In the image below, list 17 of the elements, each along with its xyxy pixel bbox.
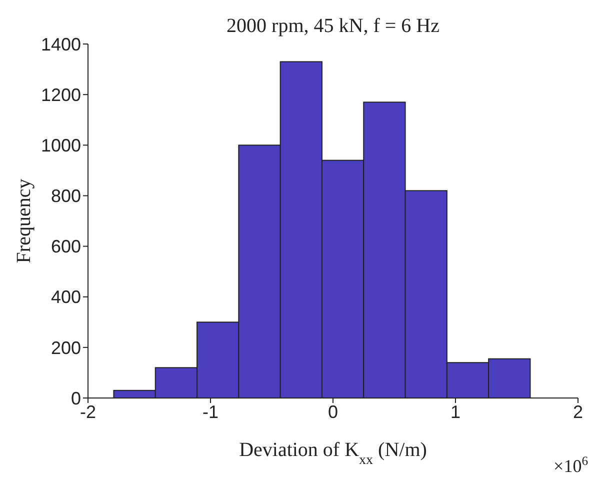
y-tick-label: 0 <box>70 388 81 408</box>
y-tick-label: 1200 <box>40 84 81 105</box>
y-tick-label: 600 <box>50 236 81 257</box>
chart-title: 2000 rpm, 45 kN, f = 6 Hz <box>226 15 440 37</box>
x-tick-label: 0 <box>328 402 338 422</box>
y-tick-label: 1000 <box>40 136 81 156</box>
x-tick-label: -1 <box>202 402 219 422</box>
x-tick-label: 2 <box>572 402 584 422</box>
y-tick-label: 200 <box>50 338 81 358</box>
y-tick-label: 1400 <box>40 34 81 54</box>
text: ×10$^{6}$ <box>554 454 588 476</box>
x-axis-title: Deviation of K$_{xx}$ (N/m) <box>239 439 427 468</box>
x-tick-label: -2 <box>80 402 96 422</box>
y-tick-label: 400 <box>50 287 81 308</box>
y-tick-label: 800 <box>50 186 81 206</box>
x-tick-label: 1 <box>450 402 461 422</box>
y-axis-title: Frequency <box>13 178 35 264</box>
